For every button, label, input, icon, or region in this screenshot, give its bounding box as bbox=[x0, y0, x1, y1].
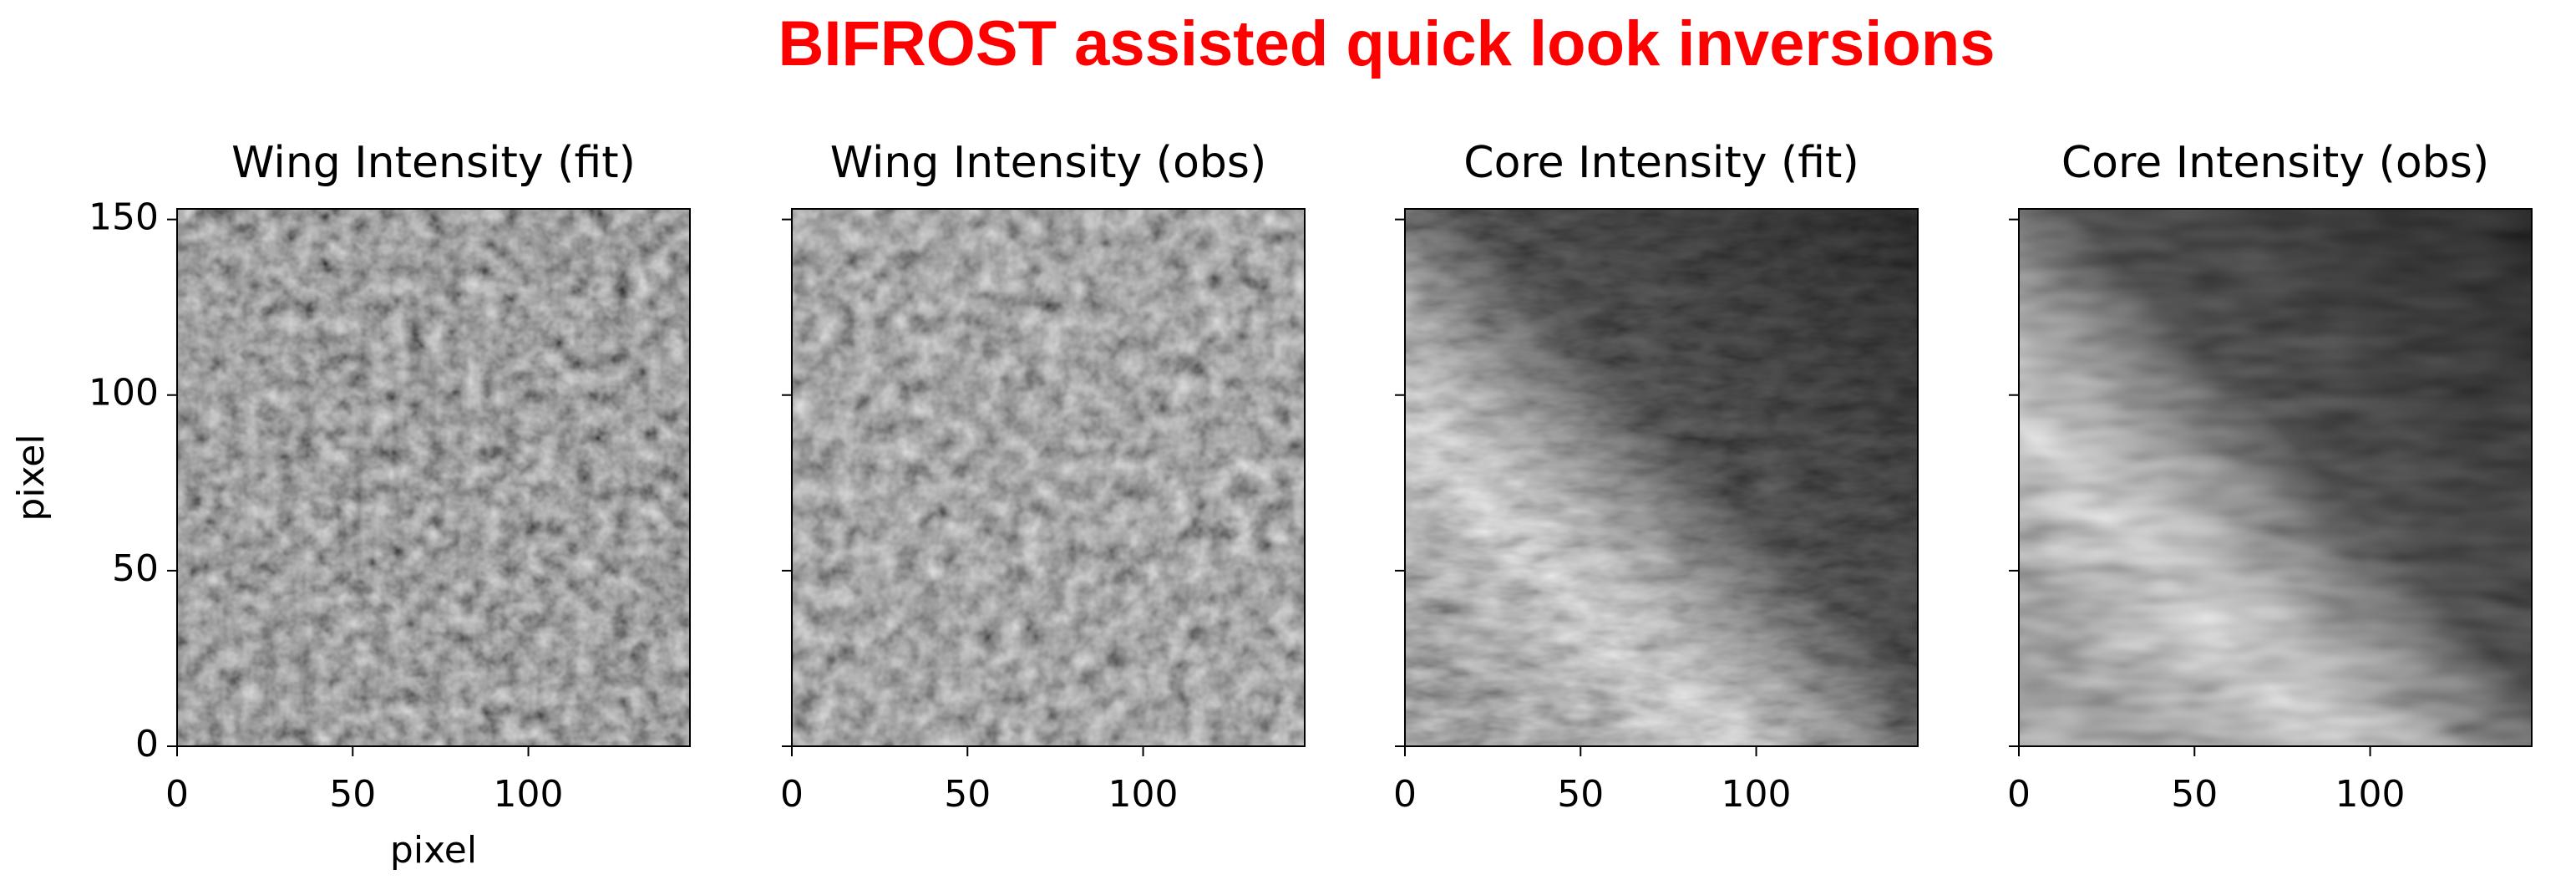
image-texture bbox=[792, 209, 1305, 746]
x-tick-label: 50 bbox=[1557, 773, 1604, 816]
x-tick-label: 100 bbox=[2335, 773, 2406, 816]
image-texture bbox=[177, 209, 690, 746]
x-tick-label: 50 bbox=[329, 773, 376, 816]
panel-title: Core Intensity (fit) bbox=[1463, 138, 1858, 188]
x-tick-label: 0 bbox=[780, 773, 804, 816]
x-tick-label: 0 bbox=[1393, 773, 1417, 816]
x-tick-label: 0 bbox=[2007, 773, 2031, 816]
y-tick-label: 50 bbox=[112, 547, 159, 590]
figure: BIFROST assisted quick look inversions W… bbox=[0, 0, 2576, 890]
panel-title: Wing Intensity (fit) bbox=[231, 138, 636, 188]
x-tick-label: 100 bbox=[494, 773, 564, 816]
image-shade bbox=[1405, 209, 1918, 746]
figure-title: BIFROST assisted quick look inversions bbox=[778, 8, 1995, 79]
x-tick-label: 50 bbox=[944, 773, 991, 816]
x-tick-label: 50 bbox=[2171, 773, 2218, 816]
y-tick-label: 0 bbox=[135, 723, 159, 765]
y-tick-label: 150 bbox=[89, 196, 159, 239]
x-axis-label: pixel bbox=[390, 829, 477, 872]
y-tick-label: 100 bbox=[89, 372, 159, 414]
x-tick-label: 100 bbox=[1722, 773, 1792, 816]
image-shade bbox=[2019, 209, 2532, 746]
panel-title: Core Intensity (obs) bbox=[2061, 138, 2489, 188]
x-tick-label: 100 bbox=[1108, 773, 1179, 816]
x-tick-label: 0 bbox=[165, 773, 189, 816]
panel-title: Wing Intensity (obs) bbox=[830, 138, 1267, 188]
y-axis-label: pixel bbox=[10, 434, 53, 521]
